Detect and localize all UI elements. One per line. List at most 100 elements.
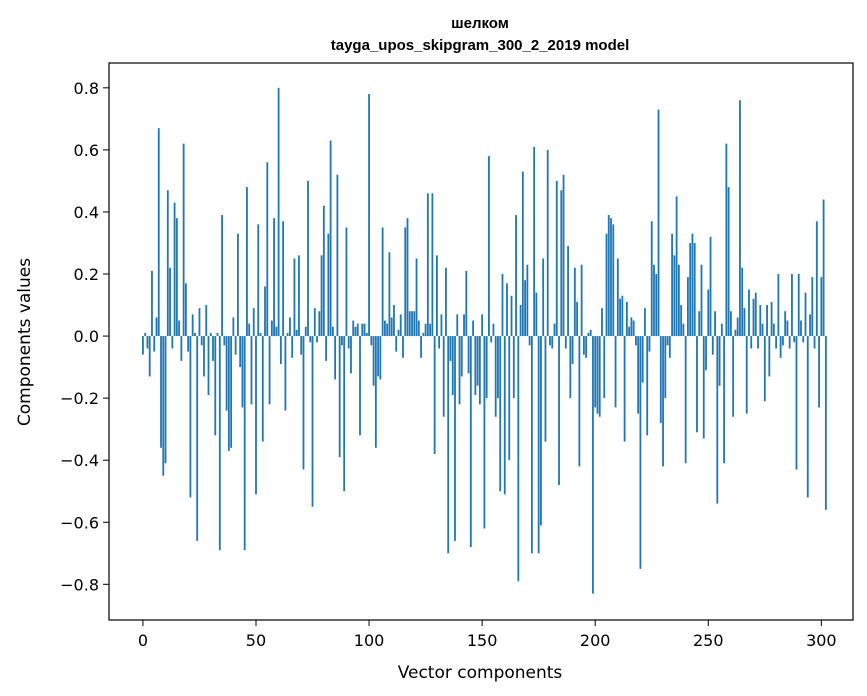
bar-253 xyxy=(714,311,716,337)
bar-251 xyxy=(709,236,712,337)
bar-136 xyxy=(449,336,452,361)
bar-227 xyxy=(655,274,658,337)
bar-33 xyxy=(216,332,219,337)
bar-156 xyxy=(494,336,497,417)
bar-238 xyxy=(680,305,683,337)
x-axis-label: Vector components xyxy=(398,663,563,683)
bar-75 xyxy=(311,336,314,507)
bar-202 xyxy=(598,336,601,417)
y-tick-label-4: 0.0 xyxy=(74,327,99,346)
bar-68 xyxy=(295,329,298,337)
bar-258 xyxy=(725,143,728,337)
bar-90 xyxy=(345,227,348,337)
bar-231 xyxy=(664,336,667,399)
bar-36 xyxy=(223,336,226,346)
bar-146 xyxy=(472,320,474,337)
bar-297 xyxy=(813,336,816,349)
bar-262 xyxy=(734,329,737,337)
bar-62 xyxy=(282,221,285,337)
bar-192 xyxy=(576,301,579,337)
bar-164 xyxy=(512,336,515,399)
bar-95 xyxy=(356,323,359,337)
bar-11 xyxy=(166,190,169,337)
bar-40 xyxy=(232,317,235,337)
bar-188 xyxy=(567,246,569,337)
bar-25 xyxy=(198,308,201,337)
bar-241 xyxy=(687,277,689,337)
y-tick-label-6: 0.4 xyxy=(74,203,99,222)
bar-173 xyxy=(533,146,536,337)
bar-280 xyxy=(775,336,778,349)
bar-166 xyxy=(517,336,520,582)
x-tick-label-1: 50 xyxy=(246,631,266,650)
bar-111 xyxy=(393,305,395,337)
y-tick-label-7: 0.6 xyxy=(74,141,99,160)
y-tick-label-1: −0.6 xyxy=(60,513,99,532)
bar-255 xyxy=(718,336,721,386)
bars-group xyxy=(142,87,827,594)
y-tick-label-8: 0.8 xyxy=(74,79,99,98)
bar-293 xyxy=(804,292,807,337)
bar-132 xyxy=(440,314,443,337)
bar-0 xyxy=(142,336,144,355)
bar-150 xyxy=(481,314,484,337)
bar-288 xyxy=(793,336,796,343)
x-tick-label-2: 100 xyxy=(354,631,385,650)
bar-217 xyxy=(632,320,635,337)
bar-122 xyxy=(417,320,420,337)
bar-50 xyxy=(255,336,257,495)
bar-147 xyxy=(474,336,477,396)
bar-2 xyxy=(146,336,149,349)
bar-131 xyxy=(438,336,441,349)
bar-230 xyxy=(662,336,664,467)
bar-100 xyxy=(368,94,370,337)
bar-226 xyxy=(653,264,655,337)
bar-198 xyxy=(589,329,592,337)
bar-284 xyxy=(784,311,787,337)
bar-170 xyxy=(526,264,529,337)
bar-254 xyxy=(716,336,719,504)
bar-275 xyxy=(763,336,766,402)
bar-108 xyxy=(386,323,389,337)
bar-98 xyxy=(363,323,366,337)
bar-134 xyxy=(445,267,447,337)
bar-204 xyxy=(603,336,606,399)
bar-271 xyxy=(754,292,757,337)
bar-30 xyxy=(209,332,212,337)
bar-128 xyxy=(431,193,434,337)
bar-169 xyxy=(524,280,527,337)
bar-197 xyxy=(587,332,590,337)
bar-203 xyxy=(601,308,603,337)
bar-248 xyxy=(702,336,705,439)
bar-32 xyxy=(214,336,217,436)
bar-219 xyxy=(637,336,640,414)
x-tick-label-3: 150 xyxy=(467,631,498,650)
bar-54 xyxy=(264,286,266,337)
bar-105 xyxy=(379,336,382,380)
bar-265 xyxy=(741,267,744,337)
bar-185 xyxy=(560,190,563,337)
bar-4 xyxy=(151,270,153,337)
bar-41 xyxy=(234,336,237,355)
bar-81 xyxy=(325,336,327,361)
bar-274 xyxy=(761,323,764,337)
bar-37 xyxy=(225,336,228,411)
bar-45 xyxy=(243,336,246,551)
bar-273 xyxy=(759,305,762,337)
bar-250 xyxy=(707,289,710,337)
bar-119 xyxy=(411,311,413,337)
bar-206 xyxy=(607,215,610,337)
bar-301 xyxy=(822,199,825,337)
bar-133 xyxy=(442,336,445,417)
bar-149 xyxy=(478,336,481,405)
bar-26 xyxy=(200,336,203,346)
bar-300 xyxy=(820,277,823,337)
y-tick-label-3: −0.2 xyxy=(60,389,99,408)
bar-106 xyxy=(381,227,384,337)
bar-246 xyxy=(698,311,701,337)
bar-214 xyxy=(625,301,628,337)
bar-292 xyxy=(802,336,805,343)
bar-177 xyxy=(542,258,545,337)
chart-title: шелком xyxy=(451,15,509,32)
